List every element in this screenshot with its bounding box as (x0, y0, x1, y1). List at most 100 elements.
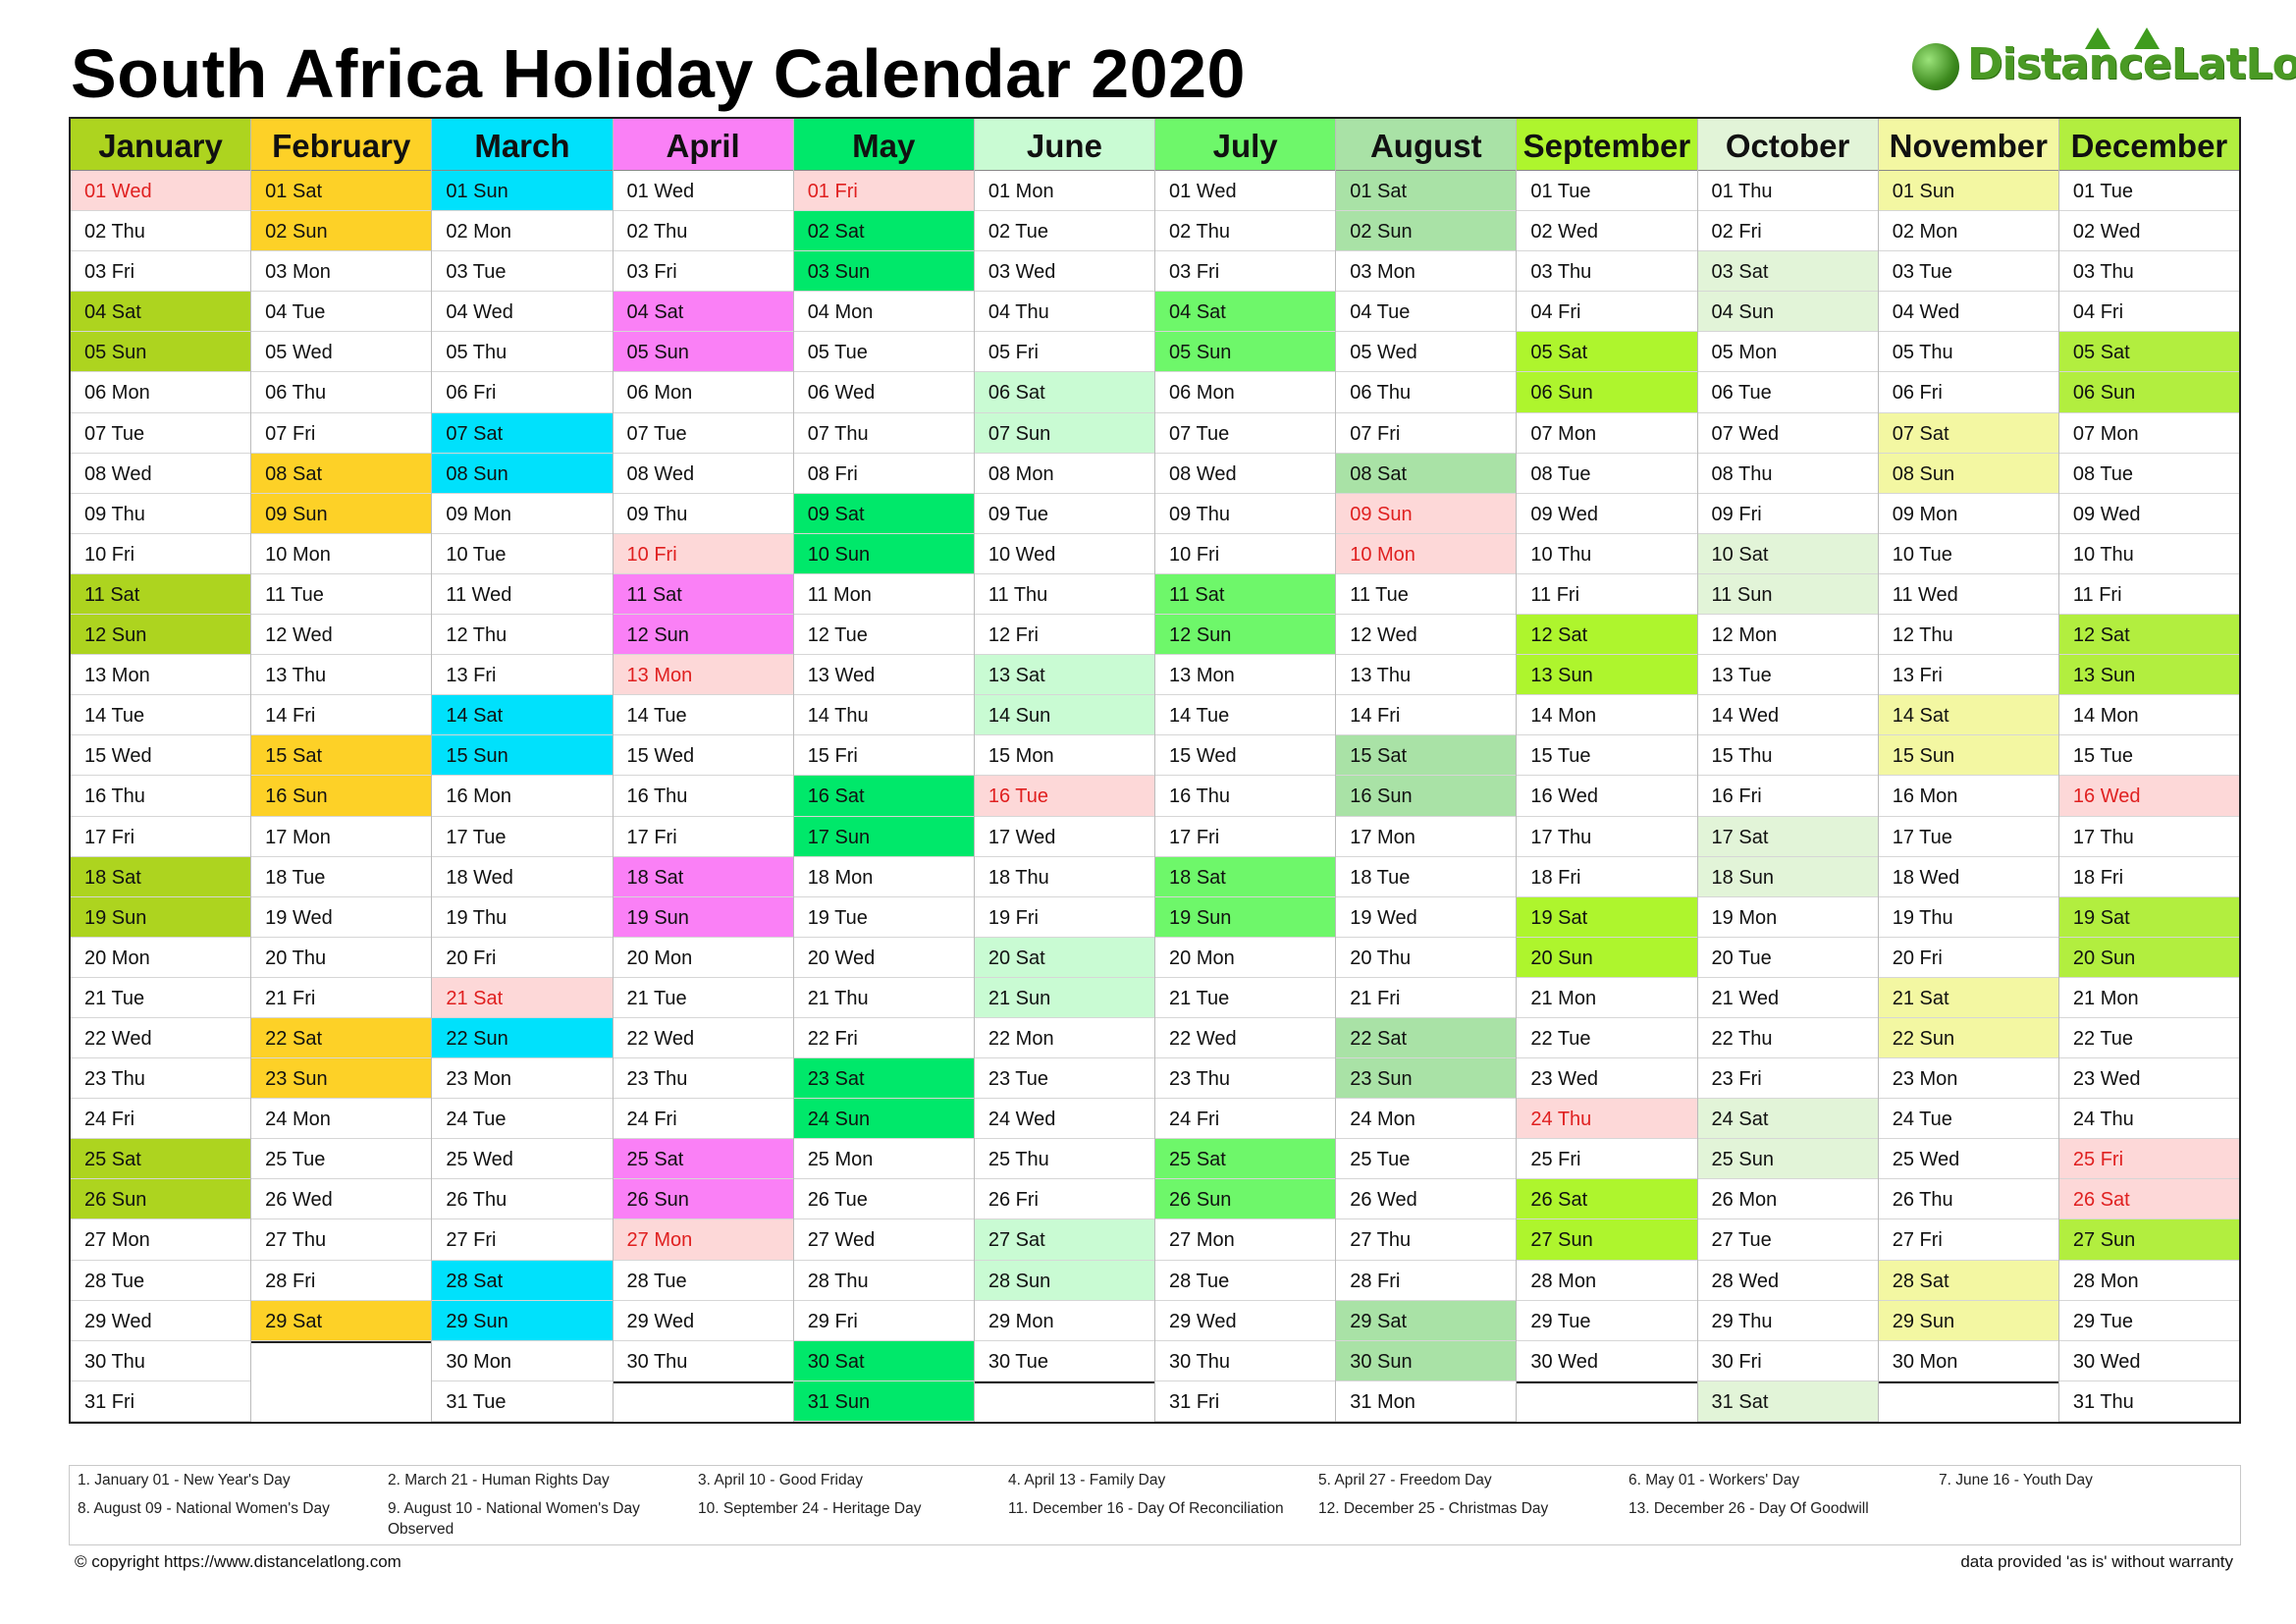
day-cell: 07 Fri (251, 413, 432, 454)
day-cell: 24 Tue (1878, 1099, 2058, 1140)
day-cell: 07 Wed (1697, 413, 1878, 454)
day-cell: 31 Tue (432, 1381, 613, 1422)
month-header: December (2058, 119, 2240, 171)
day-cell: 03 Fri (1155, 251, 1336, 293)
day-cell: 09 Tue (974, 494, 1155, 534)
day-cell: 28 Fri (1336, 1261, 1517, 1301)
day-cell: 10 Fri (1155, 534, 1336, 574)
day-cell: 22 Tue (1517, 1018, 1697, 1059)
day-cell: 29 Wed (613, 1301, 793, 1341)
day-cell: 09 Wed (2058, 494, 2240, 534)
day-cell: 04 Fri (2058, 292, 2240, 333)
weekend-day-cell: 29 Sun (1878, 1300, 2058, 1341)
day-cell: 28 Wed (1697, 1261, 1878, 1301)
day-cell: 23 Mon (432, 1058, 613, 1100)
day-cell: 26 Mon (1697, 1179, 1878, 1220)
weekend-day-cell: 18 Sun (1697, 856, 1878, 897)
day-cell: 19 Tue (793, 897, 974, 938)
legend-item: 4. April 13 - Family Day (1008, 1472, 1166, 1489)
day-cell: 03 Mon (251, 251, 432, 293)
weekend-day-cell: 05 Sun (71, 332, 251, 373)
day-cell: 21 Tue (613, 978, 793, 1018)
weekend-day-cell: 11 Sat (613, 573, 793, 616)
day-cell: 23 Tue (974, 1058, 1155, 1100)
day-cell: 30 Mon (432, 1341, 613, 1381)
day-cell: 05 Wed (251, 332, 432, 373)
weekend-day-cell: 06 Sat (974, 372, 1155, 413)
weekend-day-cell: 11 Sun (1697, 573, 1878, 616)
weekend-day-cell: 31 Sat (1697, 1380, 1878, 1422)
distancelatlong-logo[interactable]: DistanceLatLong (1910, 27, 2296, 98)
day-cell: 04 Wed (432, 292, 613, 333)
day-cell: 27 Thu (1336, 1219, 1517, 1261)
weekend-day-cell: 10 Sun (793, 533, 974, 574)
weekend-day-cell: 18 Sat (71, 856, 251, 897)
weekend-day-cell: 22 Sat (251, 1017, 432, 1059)
day-cell: 15 Wed (71, 735, 251, 777)
day-cell: 20 Mon (71, 938, 251, 978)
day-cell: 20 Thu (1336, 938, 1517, 978)
day-cell: 23 Thu (613, 1058, 793, 1100)
day-cell: 21 Wed (1697, 978, 1878, 1018)
weekend-day-cell: 25 Sat (1155, 1139, 1336, 1180)
weekend-day-cell: 02 Sun (1336, 211, 1517, 252)
day-cell: 16 Fri (1697, 776, 1878, 817)
day-cell: 15 Tue (2058, 735, 2240, 777)
holiday-day-cell: 27 Mon (613, 1219, 793, 1261)
day-cell: 29 Tue (1517, 1301, 1697, 1341)
day-cell: 24 Mon (1336, 1099, 1517, 1140)
weekend-day-cell: 22 Sat (1336, 1017, 1517, 1059)
day-cell: 14 Mon (1517, 695, 1697, 736)
month-header: May (793, 119, 974, 171)
legend-item: 10. September 24 - Heritage Day (698, 1500, 922, 1517)
day-cell: 26 Fri (974, 1179, 1155, 1220)
day-cell: 24 Thu (2058, 1099, 2240, 1140)
day-cell: 06 Mon (1155, 372, 1336, 413)
day-cell: 21 Tue (1155, 978, 1336, 1018)
day-cell: 06 Tue (1697, 372, 1878, 413)
weekend-day-cell: 15 Sat (251, 735, 432, 777)
day-cell: 30 Tue (974, 1341, 1155, 1381)
day-cell: 17 Fri (613, 817, 793, 857)
day-cell: 11 Thu (974, 574, 1155, 616)
weekend-day-cell: 08 Sat (251, 453, 432, 494)
day-cell: 28 Mon (2058, 1261, 2240, 1301)
day-cell: 20 Fri (432, 938, 613, 978)
day-cell: 05 Wed (1336, 332, 1517, 373)
legend-item: 2. March 21 - Human Rights Day (388, 1472, 610, 1489)
weekend-day-cell: 16 Sun (251, 776, 432, 817)
day-cell: 08 Mon (974, 454, 1155, 494)
day-cell: 11 Wed (432, 574, 613, 616)
day-cell: 19 Thu (432, 897, 613, 938)
day-cell: 02 Mon (1878, 211, 2058, 252)
weekend-day-cell: 28 Sat (1878, 1260, 2058, 1301)
weekend-day-cell: 20 Sat (974, 937, 1155, 978)
month-header: April (613, 119, 793, 171)
day-cell: 12 Fri (974, 615, 1155, 656)
weekend-day-cell: 21 Sat (1878, 977, 2058, 1018)
day-cell: 29 Tue (2058, 1301, 2240, 1341)
day-cell: 29 Wed (1155, 1301, 1336, 1341)
holiday-day-cell: 10 Mon (1336, 533, 1517, 574)
month-column-may: May 01 Fri 02 Sat 03 Sun 04 Mon 05 Tue 06 Wed 0… (793, 119, 975, 1422)
weekend-day-cell: 19 Sat (2058, 896, 2240, 938)
weekend-day-cell: 12 Sat (2058, 615, 2240, 656)
day-cell: 10 Wed (974, 534, 1155, 574)
month-header: July (1155, 119, 1336, 171)
day-cell: 21 Tue (71, 978, 251, 1018)
day-cell: 31 Fri (71, 1381, 251, 1422)
weekend-day-cell: 20 Sun (2058, 937, 2240, 978)
weekend-day-cell: 18 Sat (1155, 856, 1336, 897)
weekend-day-cell: 19 Sun (1155, 896, 1336, 938)
month-header: February (251, 119, 432, 171)
day-cell: 17 Mon (251, 817, 432, 857)
weekend-day-cell: 05 Sun (613, 332, 793, 373)
day-cell: 27 Tue (1697, 1219, 1878, 1261)
globe-icon (1912, 43, 1959, 90)
empty-day-cell (1878, 1380, 2058, 1422)
day-cell: 04 Thu (974, 292, 1155, 333)
weekend-day-cell: 05 Sun (1155, 332, 1336, 373)
holiday-day-cell: 24 Thu (1517, 1099, 1697, 1140)
month-column-april: April 01 Wed 02 Thu 03 Fri 04 Sat 05 Sun 06 Mo… (613, 119, 794, 1422)
day-cell: 01 Tue (1517, 171, 1697, 212)
